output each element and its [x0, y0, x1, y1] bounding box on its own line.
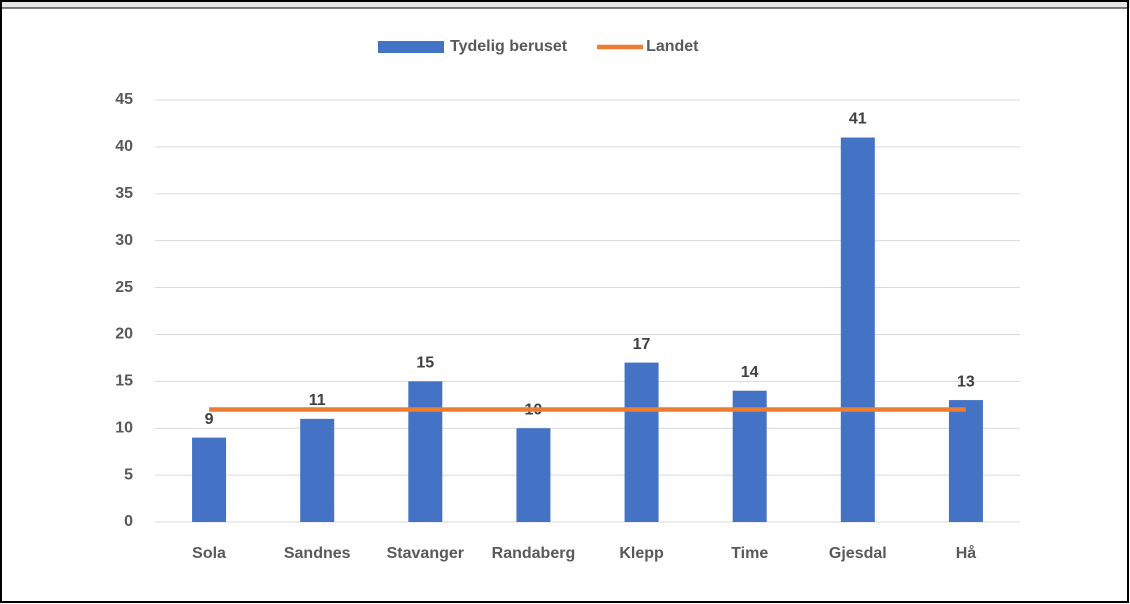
- bar: [948, 400, 983, 522]
- x-tick-label: Time: [731, 545, 768, 562]
- data-label: 13: [957, 373, 975, 390]
- bar: [300, 418, 335, 522]
- bar: [732, 390, 767, 522]
- data-label: 15: [416, 355, 434, 372]
- data-label: 9: [205, 411, 214, 428]
- x-tick-label: Hå: [956, 544, 977, 562]
- bar: [516, 428, 551, 522]
- y-tick-label: 40: [115, 138, 133, 155]
- legend-swatch: [378, 41, 444, 53]
- x-tick-label: Randaberg: [492, 545, 576, 562]
- top-strip: [0, 0, 1130, 8]
- x-tick-label: Klepp: [619, 545, 664, 562]
- bar: [624, 362, 659, 522]
- y-tick-label: 5: [124, 466, 133, 483]
- y-tick-label: 0: [124, 513, 133, 530]
- y-tick-label: 30: [115, 232, 133, 249]
- bar: [192, 437, 227, 522]
- data-label: 41: [849, 111, 867, 128]
- legend-label: Tydelig beruset: [450, 38, 568, 55]
- y-tick-label: 35: [115, 185, 133, 202]
- bar: [408, 381, 443, 522]
- data-label: 11: [309, 392, 326, 409]
- x-tick-label: Stavanger: [387, 545, 464, 562]
- y-tick-label: 10: [115, 419, 133, 436]
- legend-label: Landet: [646, 38, 699, 55]
- x-tick-label: Sandnes: [284, 545, 351, 562]
- y-tick-label: 45: [115, 91, 133, 108]
- data-label: 14: [741, 364, 759, 381]
- x-tick-label: Gjesdal: [829, 545, 887, 562]
- bar: [840, 137, 875, 522]
- y-tick-label: 15: [115, 373, 133, 390]
- y-tick-label: 25: [115, 279, 133, 296]
- data-label: 17: [633, 336, 651, 353]
- y-tick-label: 20: [115, 326, 133, 343]
- x-tick-label: Sola: [192, 545, 226, 562]
